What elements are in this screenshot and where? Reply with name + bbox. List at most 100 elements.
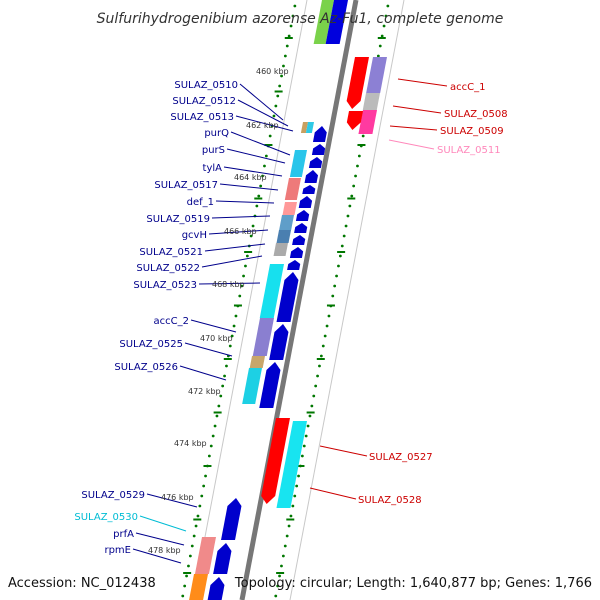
tick-dot	[230, 334, 234, 338]
kbp-label: 462 kbp	[246, 121, 279, 130]
tick-dot	[314, 384, 318, 388]
gene-label-prfa[interactable]: prfA	[113, 529, 134, 540]
features	[189, 0, 387, 600]
forward-gene-arrow	[295, 210, 310, 221]
feature-block	[189, 574, 208, 600]
gene-label-sulaz-0521[interactable]: SULAZ_0521	[139, 247, 203, 258]
feature-block	[273, 243, 288, 256]
tick-dot	[240, 284, 244, 288]
genome-info-text: Topology: circular; Length: 1,640,877 bp…	[234, 576, 592, 591]
tick-dot	[382, 24, 386, 28]
kbp-label: 472 kbp	[188, 387, 221, 396]
gene-label-sulaz-0511[interactable]: SULAZ_0511	[437, 145, 501, 156]
tick-dot	[289, 514, 293, 518]
gene-label-sulaz-0525[interactable]: SULAZ_0525	[119, 339, 183, 350]
feature-block	[259, 264, 284, 318]
feature-block	[305, 122, 314, 133]
gene-label-rpme[interactable]: rpmE	[104, 545, 131, 556]
forward-gene-arrow	[304, 170, 319, 183]
tick-dot	[293, 4, 297, 8]
tick-dot	[257, 194, 261, 198]
feature-block	[279, 215, 294, 230]
tick-dot	[215, 414, 219, 418]
kbp-label: 464 kbp	[234, 173, 267, 182]
gene-label-purq[interactable]: purQ	[204, 128, 229, 139]
accession-text: Accession: NC_012438	[8, 576, 156, 591]
tick-dot	[319, 354, 323, 358]
gene-label-purs[interactable]: purS	[202, 145, 225, 156]
gene-label-sulaz-0512[interactable]: SULAZ_0512	[172, 96, 236, 107]
tick-dot	[306, 424, 310, 428]
tick-dot	[285, 44, 289, 48]
leader-line	[237, 99, 289, 127]
forward-gene-arrow	[259, 362, 281, 408]
tick-dot	[259, 184, 263, 188]
gene-label-sulaz-0510[interactable]: SULAZ_0510	[174, 80, 238, 91]
reverse-gene-arrow	[261, 418, 290, 504]
tick-dot	[342, 234, 346, 238]
tick-dot	[337, 264, 340, 268]
tick-dot	[304, 434, 308, 438]
leader-line	[239, 83, 284, 121]
gene-label-sulaz-0528[interactable]: SULAZ_0528	[358, 495, 422, 506]
tick-dot	[280, 564, 283, 568]
kbp-label: 466 kbp	[224, 227, 257, 236]
forward-gene-arrow	[311, 144, 326, 155]
gene-label-sulaz-0529[interactable]: SULAZ_0529	[81, 490, 145, 501]
tick-dot	[209, 444, 213, 448]
map-title: Sulfurihydrogenibium azorense Az-Fu1, co…	[97, 11, 504, 27]
tick-dot	[192, 534, 196, 538]
tick-dot	[287, 524, 291, 528]
tick-dot	[291, 504, 295, 508]
kbp-label: 468 kbp	[212, 280, 245, 289]
tick-dot	[196, 514, 200, 518]
tick-dot	[287, 34, 291, 38]
kbp-labels: 460 kbp 462 kbp 464 kbp 466 kbp 468 kbp …	[148, 67, 289, 555]
tick-dot	[361, 134, 365, 138]
tick-dot	[185, 574, 188, 578]
tick-dot	[340, 244, 344, 248]
gene-label-sulaz-0526[interactable]: SULAZ_0526	[114, 362, 178, 373]
gene-label-tyla[interactable]: tylA	[203, 163, 223, 174]
tick-dot	[225, 364, 228, 368]
gene-label-sulaz-0522[interactable]: SULAZ_0522	[136, 263, 200, 274]
feature-block	[242, 368, 262, 404]
tick-dot	[318, 364, 321, 368]
tick-dot	[348, 204, 352, 208]
gene-label-def-1[interactable]: def_1	[187, 197, 214, 208]
kbp-label: 460 kbp	[256, 67, 289, 76]
tick-dot	[207, 454, 211, 458]
tick-dot	[276, 584, 280, 588]
gene-label-sulaz-0527[interactable]: SULAZ_0527	[369, 452, 433, 463]
gene-label-sulaz-0523[interactable]: SULAZ_0523	[133, 280, 197, 291]
gene-label-sulaz-0508[interactable]: SULAZ_0508	[444, 109, 508, 120]
tick-dot	[331, 294, 335, 298]
gene-label-sulaz-0530[interactable]: SULAZ_0530	[74, 512, 138, 523]
leader-line	[179, 365, 227, 381]
forward-gene-arrow	[308, 157, 323, 168]
tick-dot	[219, 394, 223, 398]
gene-label-accc-2[interactable]: accC_2	[154, 316, 189, 327]
gene-label-sulaz-0513[interactable]: SULAZ_0513	[170, 112, 234, 123]
leader-line	[139, 515, 187, 532]
backbone	[192, 0, 405, 600]
tick-dot	[356, 164, 359, 168]
gene-label-sulaz-0517[interactable]: SULAZ_0517	[154, 180, 218, 191]
tick-dot	[327, 314, 331, 318]
forward-gene-arrow	[287, 260, 301, 270]
gene-label-sulaz-0509[interactable]: SULAZ_0509	[440, 126, 504, 137]
reverse-gene-labels: accC_1 SULAZ_0508 SULAZ_0509 SULAZ_0511 …	[358, 82, 508, 506]
kbp-label: 470 kbp	[200, 334, 233, 343]
tick-dot	[338, 254, 342, 258]
leader-line	[204, 243, 266, 252]
tick-dot	[249, 234, 253, 238]
tick-dot	[323, 334, 327, 338]
gene-label-accc-1[interactable]: accC_1	[450, 82, 485, 93]
tick-dot	[321, 344, 325, 348]
gene-label-gcvh[interactable]: gcvH	[182, 230, 207, 241]
tick-dot	[238, 294, 242, 298]
gene-label-sulaz-0519[interactable]: SULAZ_0519	[146, 214, 210, 225]
tick-dot	[217, 404, 221, 408]
tick-dot	[295, 484, 299, 488]
